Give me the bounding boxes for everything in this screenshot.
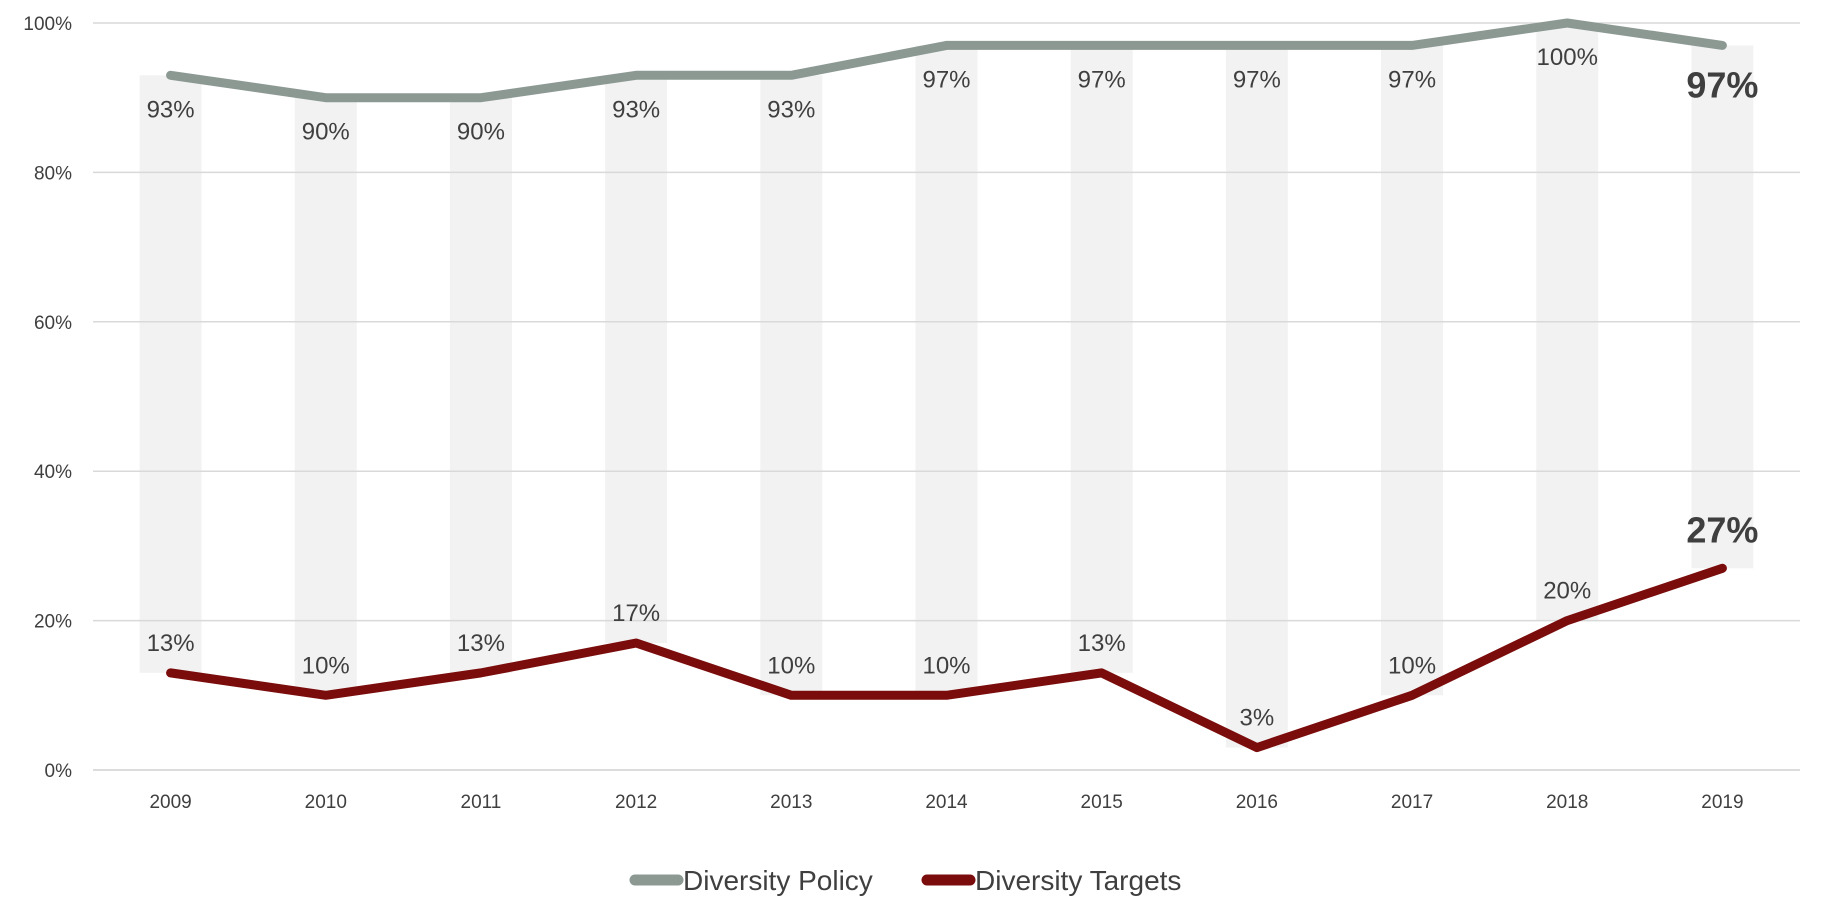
data-label: 100% — [1537, 44, 1598, 71]
data-labels: 93% 90% 90% 93% 93% 97% 97% 97% 97% 100% 97% 13% 10%… — [147, 44, 1759, 732]
y-tick-label: 0% — [45, 761, 73, 782]
data-label: 17% — [612, 600, 660, 627]
x-tick-label: 2014 — [925, 792, 968, 813]
x-tick-label: 2010 — [305, 792, 347, 813]
gap-band-2013 — [760, 75, 823, 696]
y-tick-label: 20% — [34, 612, 72, 633]
data-label: 93% — [767, 96, 815, 123]
data-label: 93% — [612, 96, 660, 123]
data-label: 90% — [457, 119, 505, 146]
gap-band-2011 — [449, 97, 512, 673]
legend-label: Diversity Policy — [683, 865, 873, 896]
gap-band-2019 — [1691, 45, 1754, 569]
data-label: 97% — [922, 66, 970, 93]
series-line-diversity-targets — [166, 563, 1727, 753]
gap-band-2016 — [1225, 45, 1288, 748]
data-label: 20% — [1543, 578, 1591, 605]
data-label: 13% — [1078, 630, 1126, 657]
series-line-diversity-policy — [166, 18, 1727, 103]
series-lines — [166, 18, 1727, 753]
x-tick-label: 2016 — [1236, 792, 1278, 813]
data-label: 93% — [147, 96, 195, 123]
x-tick-label: 2015 — [1081, 792, 1123, 813]
x-tick-label: 2018 — [1546, 792, 1588, 813]
gridlines — [93, 22, 1800, 622]
legend-label: Diversity Targets — [975, 865, 1181, 896]
gap-bands — [139, 23, 1754, 748]
data-label: 13% — [457, 630, 505, 657]
x-tick-label: 2012 — [615, 792, 657, 813]
y-tick-label: 60% — [34, 313, 72, 334]
data-label: 27% — [1686, 509, 1758, 550]
x-tick-label: 2009 — [149, 792, 191, 813]
data-label: 90% — [302, 119, 350, 146]
legend: Diversity Policy Diversity Targets — [629, 865, 1181, 896]
x-tick-label: 2013 — [770, 792, 812, 813]
x-tick-label: 2017 — [1391, 792, 1433, 813]
y-tick-label: 80% — [34, 163, 72, 184]
data-label: 13% — [147, 630, 195, 657]
y-tick-label: 100% — [23, 14, 72, 35]
gap-band-2017 — [1381, 45, 1444, 696]
data-label: 97% — [1686, 64, 1758, 105]
data-label: 97% — [1388, 66, 1436, 93]
data-label: 97% — [1078, 66, 1126, 93]
x-axis-ticks: 2009 2010 2011 2012 2013 2014 2015 2016 2017 2018… — [149, 792, 1743, 813]
gap-band-2009 — [139, 75, 202, 673]
x-tick-label: 2019 — [1701, 792, 1743, 813]
data-label: 10% — [302, 652, 350, 679]
data-label: 10% — [1388, 652, 1436, 679]
data-label: 3% — [1240, 705, 1275, 732]
data-label: 10% — [767, 652, 815, 679]
y-tick-label: 40% — [34, 462, 72, 483]
y-axis-ticks: 0% 20% 40% 60% 80% 100% — [23, 14, 72, 782]
gap-band-2014 — [915, 45, 978, 696]
gap-band-2012 — [605, 75, 668, 644]
data-label: 97% — [1233, 66, 1281, 93]
gap-band-2010 — [294, 97, 357, 696]
data-label: 10% — [922, 652, 970, 679]
x-tick-label: 2011 — [461, 792, 502, 813]
gap-band-2015 — [1070, 45, 1133, 673]
